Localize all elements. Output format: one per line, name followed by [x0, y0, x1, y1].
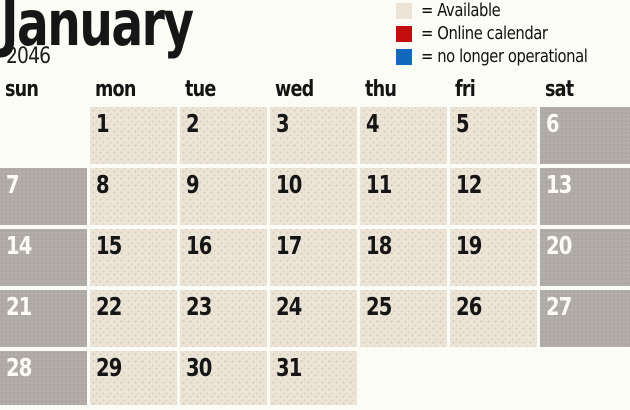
day-cell[interactable]: 6	[540, 107, 630, 164]
day-cell[interactable]: 4	[360, 107, 447, 164]
week-row: 21 22 23 24 25 26 27	[0, 290, 630, 347]
legend-item-online-calendar: = Online calendar	[396, 23, 630, 44]
day-cell[interactable]: 9	[180, 168, 267, 225]
empty-cell	[360, 351, 447, 405]
day-cell[interactable]: 3	[270, 107, 357, 164]
day-cell[interactable]: 17	[270, 229, 357, 286]
weekday-header-mon: mon	[95, 77, 136, 102]
day-cell[interactable]: 26	[450, 290, 537, 347]
weekday-header-tue: tue	[185, 77, 216, 102]
day-cell[interactable]: 25	[360, 290, 447, 347]
legend-label: = no longer operational	[421, 46, 588, 67]
day-cell[interactable]: 7	[0, 168, 87, 225]
week-row: 7 8 9 10 11 12 13	[0, 168, 630, 225]
day-cell[interactable]: 29	[90, 351, 177, 405]
day-cell[interactable]: 31	[270, 351, 357, 405]
online-calendar-swatch-icon	[396, 25, 412, 42]
no-longer-operational-swatch-icon	[396, 48, 412, 65]
weekday-header-fri: fri	[455, 77, 476, 102]
month-title: January	[1, 0, 194, 60]
year-label: 2046	[6, 44, 51, 69]
day-cell[interactable]: 21	[0, 290, 87, 347]
empty-cell	[0, 107, 87, 164]
day-cell[interactable]: 11	[360, 168, 447, 225]
day-cell[interactable]: 28	[0, 351, 87, 405]
day-cell[interactable]: 14	[0, 229, 87, 286]
day-cell[interactable]: 16	[180, 229, 267, 286]
empty-cell	[540, 351, 630, 405]
day-cell[interactable]: 27	[540, 290, 630, 347]
available-swatch-icon	[396, 2, 412, 19]
weekday-header-sat: sat	[545, 77, 574, 102]
legend-item-available: = Available	[396, 0, 630, 21]
weekday-header-sun: sun	[5, 77, 39, 102]
weekday-header-thu: thu	[365, 77, 397, 102]
day-cell[interactable]: 5	[450, 107, 537, 164]
legend-label: = Online calendar	[421, 23, 548, 44]
day-cell[interactable]: 22	[90, 290, 177, 347]
day-cell[interactable]: 19	[450, 229, 537, 286]
day-cell[interactable]: 8	[90, 168, 177, 225]
legend-item-no-longer-operational: = no longer operational	[396, 46, 630, 67]
weekday-header-wed: wed	[275, 77, 314, 102]
day-cell[interactable]: 30	[180, 351, 267, 405]
day-cell[interactable]: 2	[180, 107, 267, 164]
empty-cell	[450, 351, 537, 405]
day-cell[interactable]: 18	[360, 229, 447, 286]
day-cell[interactable]: 10	[270, 168, 357, 225]
day-cell[interactable]: 13	[540, 168, 630, 225]
day-cell[interactable]: 12	[450, 168, 537, 225]
day-cell[interactable]: 24	[270, 290, 357, 347]
day-cell[interactable]: 20	[540, 229, 630, 286]
weekday-header-row: sun mon tue wed thu fri sat	[0, 77, 630, 105]
week-row: 28 29 30 31	[0, 351, 630, 405]
day-cell[interactable]: 15	[90, 229, 177, 286]
legend: = Available = Online calendar = no longe…	[396, 0, 630, 71]
week-row: 14 15 16 17 18 19 20	[0, 229, 630, 286]
legend-label: = Available	[421, 0, 501, 21]
week-row: 1 2 3 4 5 6	[0, 107, 630, 164]
day-cell[interactable]: 1	[90, 107, 177, 164]
day-cell[interactable]: 23	[180, 290, 267, 347]
